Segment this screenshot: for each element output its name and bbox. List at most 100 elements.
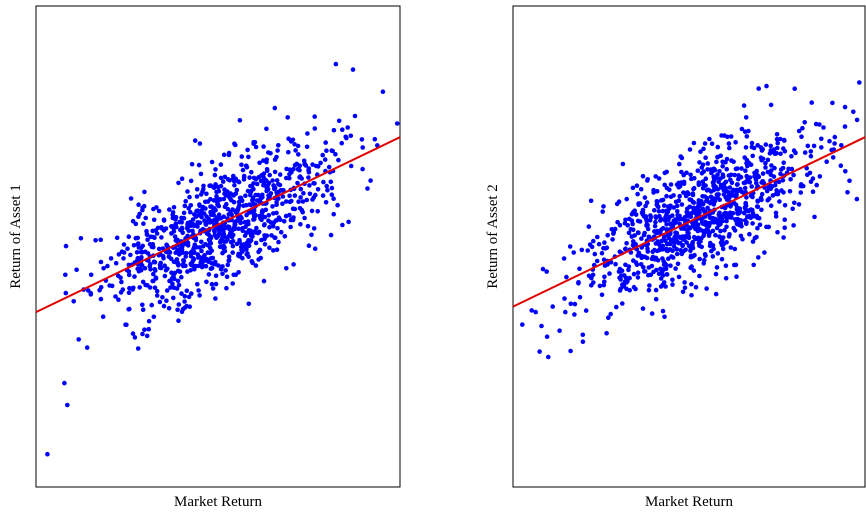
data-point bbox=[45, 451, 50, 457]
data-point bbox=[792, 86, 797, 91]
data-point bbox=[136, 202, 141, 207]
data-point bbox=[98, 237, 103, 243]
data-point bbox=[152, 259, 158, 265]
data-point bbox=[360, 145, 366, 150]
data-point bbox=[738, 233, 744, 239]
x-axis-label: Market Return bbox=[174, 494, 262, 510]
data-point bbox=[116, 252, 122, 257]
data-point bbox=[333, 152, 338, 157]
data-point bbox=[703, 176, 709, 181]
data-point bbox=[262, 242, 268, 247]
data-point bbox=[336, 157, 341, 163]
data-point bbox=[143, 215, 148, 221]
data-point bbox=[679, 155, 685, 161]
data-point bbox=[717, 210, 722, 216]
data-point bbox=[659, 238, 664, 244]
data-point bbox=[170, 212, 175, 218]
data-point bbox=[264, 126, 269, 132]
data-point bbox=[171, 259, 177, 265]
data-point bbox=[729, 180, 735, 185]
data-point bbox=[720, 164, 725, 169]
data-point bbox=[732, 246, 738, 252]
data-point bbox=[672, 240, 678, 245]
data-point bbox=[114, 235, 120, 241]
data-point bbox=[688, 254, 694, 260]
data-point bbox=[721, 187, 727, 193]
data-point bbox=[236, 199, 242, 205]
data-point bbox=[221, 152, 227, 158]
data-point bbox=[269, 233, 274, 238]
data-point bbox=[624, 241, 629, 246]
data-point bbox=[746, 160, 752, 166]
data-point bbox=[601, 204, 606, 209]
data-point bbox=[192, 138, 198, 143]
data-point bbox=[614, 201, 620, 207]
data-point bbox=[146, 326, 151, 332]
data-point bbox=[693, 226, 698, 232]
data-point bbox=[635, 191, 640, 197]
data-point bbox=[653, 287, 659, 293]
data-point bbox=[187, 304, 192, 310]
data-point bbox=[215, 184, 221, 190]
data-point bbox=[843, 169, 848, 174]
data-point bbox=[172, 234, 178, 239]
data-point bbox=[323, 200, 329, 205]
data-point bbox=[792, 200, 797, 206]
data-point bbox=[734, 187, 740, 193]
data-point bbox=[288, 224, 293, 230]
data-point bbox=[557, 328, 562, 334]
data-point bbox=[824, 159, 829, 164]
data-point bbox=[717, 214, 722, 219]
data-point bbox=[632, 233, 637, 238]
data-point bbox=[190, 228, 195, 234]
data-point bbox=[275, 226, 280, 231]
data-point bbox=[274, 202, 279, 208]
data-point bbox=[700, 185, 706, 191]
data-point bbox=[344, 135, 349, 141]
data-point bbox=[139, 250, 145, 255]
data-point bbox=[788, 177, 793, 182]
data-point bbox=[808, 149, 814, 154]
data-point bbox=[74, 267, 79, 273]
data-point bbox=[300, 199, 306, 204]
data-point bbox=[287, 172, 292, 177]
data-point bbox=[160, 253, 166, 259]
data-point bbox=[743, 145, 749, 150]
data-point bbox=[209, 281, 215, 287]
data-point bbox=[684, 170, 689, 176]
data-point bbox=[707, 136, 712, 142]
data-point bbox=[329, 148, 335, 153]
data-point bbox=[680, 243, 685, 249]
data-point bbox=[348, 163, 354, 169]
data-point bbox=[181, 215, 187, 221]
data-point bbox=[642, 269, 648, 274]
data-point bbox=[666, 256, 671, 262]
data-point bbox=[690, 200, 696, 205]
data-point bbox=[747, 231, 752, 237]
data-point bbox=[260, 209, 266, 215]
data-point bbox=[653, 296, 659, 302]
data-point bbox=[267, 224, 272, 230]
data-point bbox=[688, 265, 693, 271]
data-point bbox=[241, 203, 246, 208]
data-point bbox=[256, 174, 262, 180]
data-point bbox=[247, 175, 252, 180]
data-point bbox=[714, 175, 719, 180]
data-point bbox=[759, 180, 764, 185]
data-point bbox=[739, 189, 745, 195]
data-point bbox=[245, 147, 250, 153]
data-point bbox=[674, 251, 680, 257]
data-point bbox=[223, 268, 228, 273]
data-point bbox=[679, 251, 685, 257]
data-point bbox=[262, 233, 267, 238]
data-point bbox=[150, 278, 155, 284]
data-point bbox=[272, 105, 278, 111]
data-point bbox=[713, 271, 719, 277]
data-point bbox=[321, 179, 326, 185]
data-point bbox=[301, 191, 306, 196]
data-point bbox=[726, 141, 732, 146]
data-point bbox=[296, 199, 301, 204]
data-point bbox=[676, 234, 682, 240]
data-point bbox=[768, 203, 774, 208]
data-point bbox=[599, 292, 605, 298]
